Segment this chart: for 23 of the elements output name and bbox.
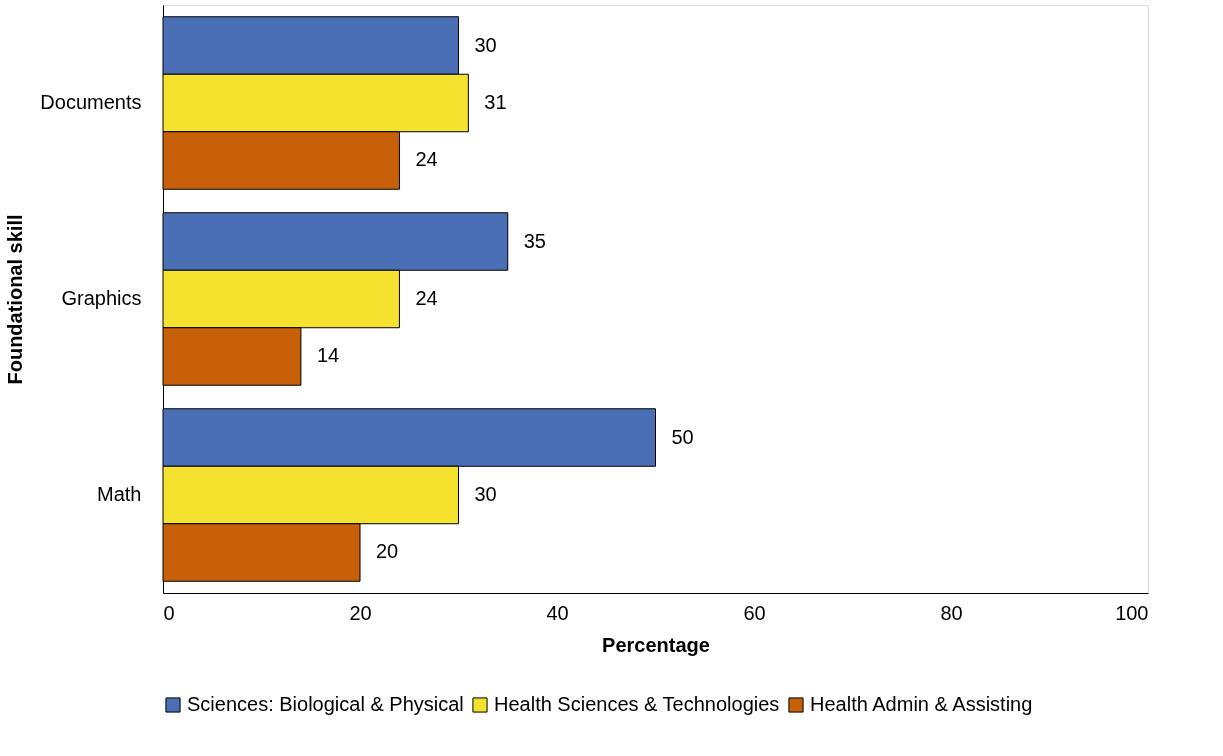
data-label: 24 bbox=[415, 148, 438, 171]
data-label: 30 bbox=[474, 33, 497, 56]
y-tick-label: Math bbox=[97, 483, 142, 505]
y-tick-label: Graphics bbox=[61, 287, 142, 309]
data-label: 24 bbox=[415, 287, 438, 309]
data-label: 50 bbox=[671, 425, 694, 448]
x-tick-label: 0 bbox=[163, 601, 175, 624]
x-axis-title: Percentage bbox=[602, 633, 710, 656]
legend-label: Sciences: Biological & Physical bbox=[187, 693, 464, 715]
y-tick-label: Documents bbox=[40, 91, 142, 113]
legend-label: Health Admin & Assisting bbox=[810, 693, 1033, 715]
x-tick-label: 60 bbox=[743, 601, 766, 624]
x-tick-label: 100 bbox=[1115, 601, 1149, 624]
y-axis-title: Foundational skill bbox=[4, 214, 27, 385]
data-label: 31 bbox=[484, 91, 507, 113]
data-label: 35 bbox=[523, 229, 546, 252]
x-tick-label: 20 bbox=[349, 601, 372, 624]
data-label: 14 bbox=[316, 344, 340, 367]
x-tick-label: 80 bbox=[940, 601, 963, 624]
data-label: 30 bbox=[474, 483, 497, 505]
x-tick-label: 40 bbox=[546, 601, 569, 624]
legend-label: Health Sciences & Technologies bbox=[494, 693, 780, 715]
data-label: 20 bbox=[376, 540, 399, 563]
